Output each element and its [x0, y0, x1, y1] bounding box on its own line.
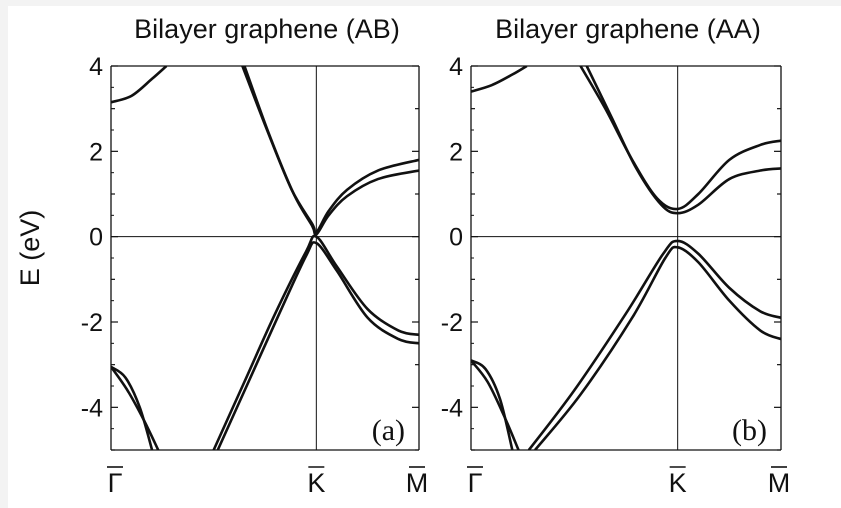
y-tick-label: -2 [81, 309, 103, 337]
band-curve [243, 66, 419, 237]
y-tick-label: -2 [441, 309, 463, 337]
band-curve [579, 66, 781, 211]
x-tick-label: K [307, 468, 325, 498]
y-tick-label: 2 [449, 138, 463, 166]
panel-label: (b) [732, 414, 767, 447]
y-tick-label: -4 [441, 394, 463, 422]
x-tick-label: Γ [468, 468, 483, 498]
y-tick-label: 2 [89, 138, 103, 166]
band-curve [534, 245, 781, 450]
x-tick-label: K [669, 468, 687, 498]
y-tick-label: 0 [89, 224, 103, 252]
x-tick-label: M [406, 468, 429, 498]
figure-frame: Bilayer graphene (AB) 4 2 0 -2 -4 Γ K M (a) E (eV)… [8, 6, 841, 508]
band-curve [585, 66, 781, 215]
band-curve [111, 366, 160, 450]
band-curve [111, 365, 154, 450]
y-axis-label: E (eV) [15, 210, 45, 287]
panel-label: (a) [372, 414, 405, 447]
y-tick-label: -4 [81, 394, 103, 422]
chart-title: Bilayer graphene (AA) [495, 14, 761, 44]
band-curve [216, 241, 419, 450]
x-tick-label: Γ [108, 468, 123, 498]
band-curve [111, 66, 168, 104]
x-tick-label: M [768, 468, 791, 498]
band-curve [471, 66, 528, 93]
band-structure-figure: Bilayer graphene (AB)420-2-4Γ K M(a)E (eV)… [15, 14, 791, 498]
y-tick-label: 0 [449, 224, 463, 252]
band-curve [471, 359, 520, 450]
chart-title: Bilayer graphene (AB) [134, 14, 400, 44]
y-tick-label: 4 [89, 53, 103, 81]
band-curve [527, 239, 781, 450]
band-curve [212, 234, 419, 450]
y-tick-label: 4 [449, 53, 463, 81]
band-curve [241, 66, 419, 235]
band-curve [471, 359, 514, 450]
